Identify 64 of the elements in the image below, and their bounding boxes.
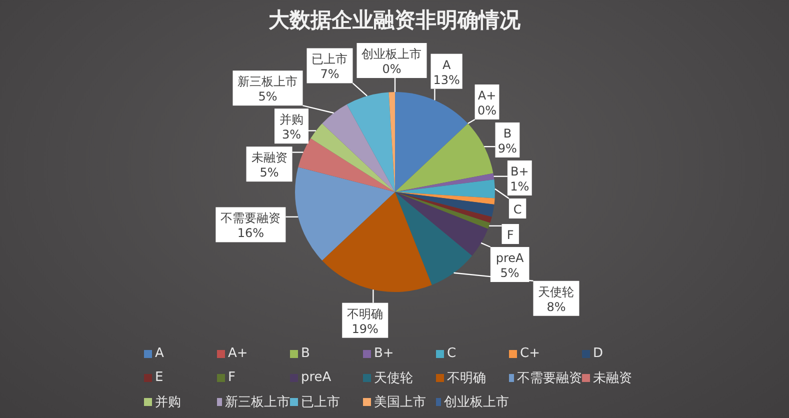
data-label: 8% [546,300,566,314]
data-label: 1% [510,179,530,194]
chart-title: 大数据企业融资非明确情况 [268,7,522,34]
legend-label: 新三板上市 [225,394,290,410]
data-label: 16% [237,226,264,240]
legend-label: D [593,346,604,361]
slice-label: C [513,202,522,216]
category-label: A+ [478,88,496,102]
slice-label: 新三板上市 [238,74,298,89]
pie-slice [395,192,495,205]
data-label: 9% [498,141,517,156]
legend-label: A [155,346,164,361]
slice-label: 不需要融资 [220,211,281,226]
text: 0% [477,103,497,118]
slice-label: F [506,228,514,242]
slice-label: 不明确 [347,306,384,321]
slice-label: B [503,126,512,140]
data-label: 5% [258,90,278,104]
pie-slice [346,92,395,192]
slice-label: B+ [510,164,529,178]
legend-label: C [447,346,456,361]
pie-slice [322,104,395,192]
pie-slice [395,192,492,223]
pie-slice [395,192,490,229]
legend-label: B+ [374,346,394,361]
text: 0% [382,62,402,76]
pie-slice [310,124,395,192]
slice-label: 天使轮 [538,284,574,299]
legend-label: 并购 [155,394,181,410]
data-label: 19% [352,322,378,336]
legend-label: E [155,370,164,385]
data-label: 5% [260,166,279,180]
legend-label: 天使轮 [374,370,413,386]
slice-label: preA [496,251,525,266]
legend-label: C+ [520,346,540,361]
legend-label: 已上市 [301,394,340,410]
legend-label: 未融资 [593,370,632,386]
data-label: 5% [500,266,520,280]
slice-label: 未融资 [251,150,288,165]
slice-label: A [442,58,452,72]
pie-slice [395,192,472,285]
pie-slice [395,173,494,192]
legend-label: 创业板上市 [444,394,509,410]
pie-slice [395,192,494,217]
pie-slice [395,179,495,198]
legend-label: 不需要融资 [517,370,582,386]
pie-slice [395,192,488,256]
legend-label: 不明确 [447,370,486,386]
legend-label: preA [301,370,332,385]
pie-slice [395,92,468,192]
data-label: 3% [282,128,302,142]
legend-label: A+ [228,346,248,361]
pie-slice [322,192,432,292]
slice-label: 并购 [279,112,304,127]
legend-label: B [301,346,310,361]
pie-slice [295,167,395,260]
data-label: 13% [433,72,460,87]
legend-label: F [228,370,236,385]
pie-slice [395,124,494,192]
category-label: 创业板上市 [362,47,422,61]
legend-label: 美国上市 [374,394,426,410]
slice-label: 已上市 [312,52,348,66]
data-label: 7% [320,67,340,82]
pie-slice [298,138,395,192]
